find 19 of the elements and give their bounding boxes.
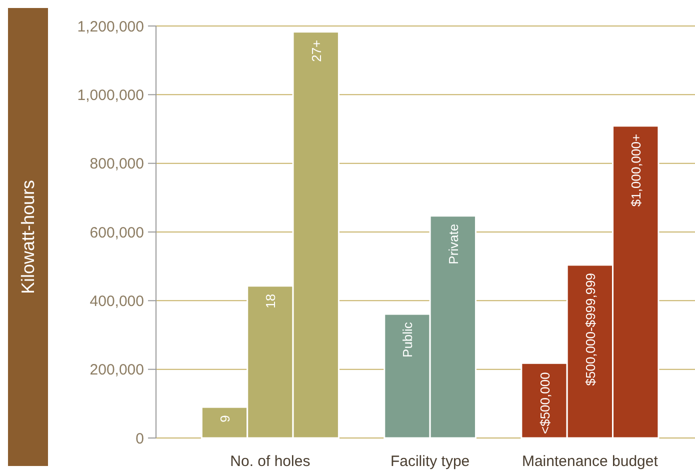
y-tick-label: 0	[136, 430, 144, 448]
x-tick-label: $1,000,000+	[628, 134, 644, 207]
x-tick-label: <$500,000	[537, 372, 552, 434]
y-tick-label: 200,000	[90, 362, 144, 379]
y-tick-label: 1,200,000	[77, 18, 144, 36]
y-tick-label: 1,000,000	[77, 86, 144, 104]
text: Maintenance budget	[522, 453, 659, 470]
x-tick-label: 18	[263, 294, 278, 308]
y-tick-label: 800,000	[90, 156, 144, 173]
x-tick-label: $500,000-$999,999	[582, 272, 598, 386]
y-axis-title: Kilowatt-hours	[18, 180, 38, 294]
x-tick-label: 27+	[308, 40, 324, 62]
text: Facility type	[390, 453, 470, 470]
x-tick-label: 9	[218, 415, 233, 422]
x-tick-label: Private	[446, 224, 461, 264]
y-tick-label: 600,000	[90, 224, 144, 242]
y-tick-label: 400,000	[90, 292, 144, 310]
text: No. of holes	[230, 453, 310, 470]
x-tick-label: Public	[400, 322, 416, 358]
